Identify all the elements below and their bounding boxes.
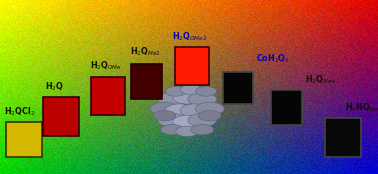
Text: H$_2$Q: H$_2$Q — [45, 81, 64, 93]
Bar — [271, 90, 302, 125]
Bar — [325, 118, 361, 157]
Text: H$_2$Q$_{OMe2}$: H$_2$Q$_{OMe2}$ — [172, 30, 207, 43]
Text: H$_2$Q$_{Me2}$: H$_2$Q$_{Me2}$ — [130, 46, 161, 58]
Text: H$_2$NQ$_{Me}$: H$_2$NQ$_{Me}$ — [345, 101, 378, 114]
Bar — [131, 64, 162, 99]
Bar — [43, 97, 79, 136]
Bar — [223, 72, 253, 104]
Bar — [175, 47, 209, 85]
Text: H$_2$Q$_{OMe}$: H$_2$Q$_{OMe}$ — [90, 60, 122, 72]
Bar — [91, 77, 125, 115]
Text: H$_2$QCl$_2$: H$_2$QCl$_2$ — [4, 106, 35, 118]
Text: H$_2$Q$_{Me4}$: H$_2$Q$_{Me4}$ — [305, 74, 336, 86]
Bar — [6, 122, 42, 157]
Text: CoH$_2$Q$_0$: CoH$_2$Q$_0$ — [256, 53, 290, 65]
